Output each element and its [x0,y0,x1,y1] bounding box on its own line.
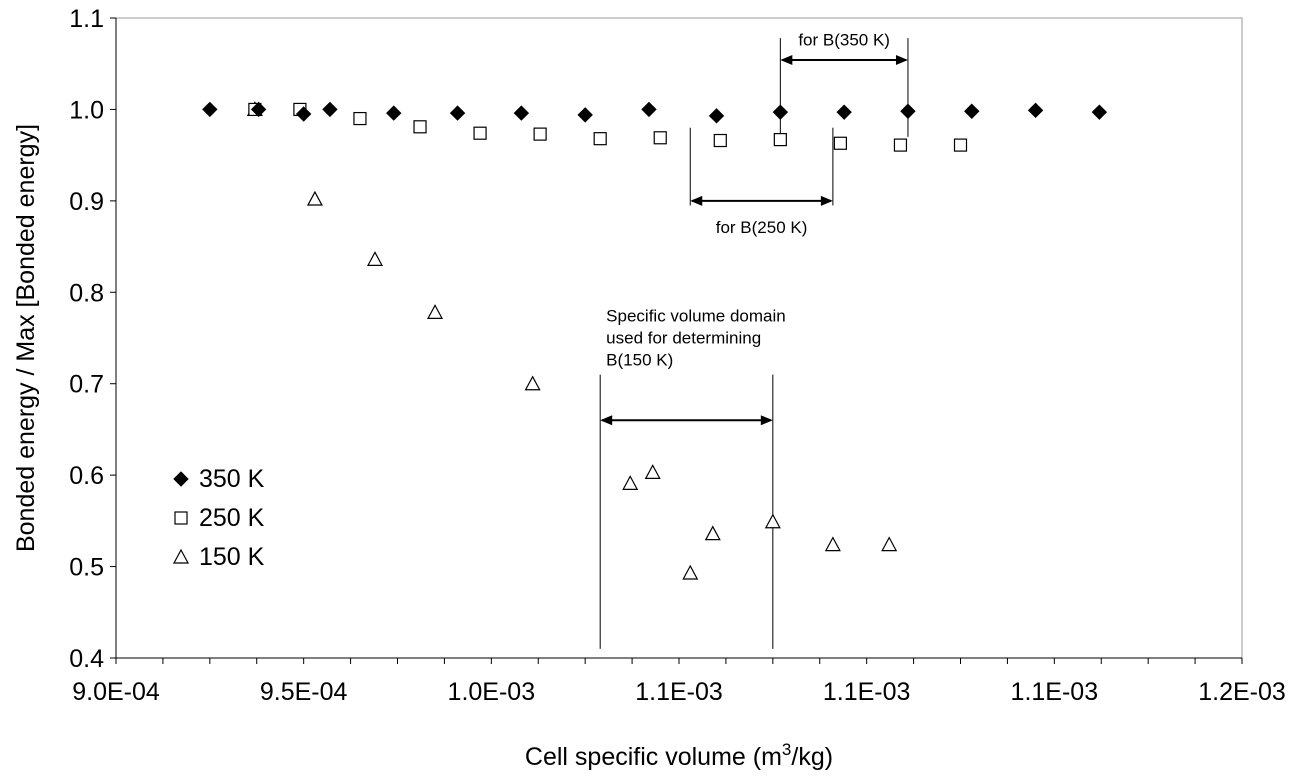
data-point [250,101,267,118]
y-axis-title: Bonded energy / Max [Bonded energy] [12,124,40,552]
data-point [513,105,530,121]
series-350-k [202,101,1108,124]
x-tick-label: 9.5E-04 [260,678,348,706]
data-point [772,104,789,120]
data-point [427,304,444,319]
data-point [953,138,968,152]
legend-item: 350 K [173,465,265,493]
legend-label: 350 K [199,465,265,493]
legend-label: 250 K [199,504,265,532]
data-point [295,106,312,122]
data-point [577,107,593,123]
annotation-arrow-head [820,195,833,206]
annotation-label: for B(350 K) [798,30,890,49]
data-point [1091,104,1108,120]
data-point [764,513,781,529]
y-tick-label: 0.7 [69,371,104,399]
legend-marker [173,471,189,487]
annotation-label: for B(250 K) [716,218,808,237]
data-point [773,133,787,147]
y-tick-label: 0.9 [69,188,104,216]
data-point [413,120,427,134]
legend-label: 150 K [199,543,265,571]
y-tick-label: 0.8 [69,279,104,307]
annotation-arrow-head [895,55,908,66]
annotation-arrow-head [780,55,793,66]
x-tick-label: 1.1E-03 [823,678,911,706]
data-point [593,132,607,146]
data-point [881,536,898,552]
data-point [353,111,367,126]
annotation-arrow-head [600,415,613,426]
data-point [366,251,383,266]
data-point [833,136,847,150]
data-point [900,103,916,119]
y-tick-label: 1.1 [69,5,104,33]
legend-marker [174,511,188,525]
data-point [682,564,699,580]
legend-item: 150 K [172,543,265,571]
y-tick-label: 0.6 [69,462,104,490]
data-point [708,108,725,124]
data-point [641,101,657,118]
data-point [704,525,721,541]
x-axis-title-main: Cell specific volume (m [525,743,782,771]
data-point [824,536,841,552]
data-point [836,104,852,120]
data-point [386,105,402,121]
x-tick-label: 1.1E-03 [635,678,723,706]
data-point [524,375,541,391]
data-point [306,190,323,206]
x-axis-title-end: /kg) [791,743,833,771]
annotation-arrow-head [760,415,773,426]
data-point [449,105,466,121]
x-axis-title: Cell specific volume (m3/kg) [525,740,833,771]
y-tick-label: 0.4 [69,645,104,673]
annotation-arrow-head [690,195,703,206]
data-point [533,127,547,141]
data-point [964,103,980,119]
data-point [622,475,639,490]
x-tick-label: 1.2E-03 [1198,678,1286,706]
legend: 350 K 250 K 150 K [172,465,265,571]
y-tick-label: 0.5 [69,554,104,582]
data-point [893,138,908,152]
annotation-label: used for determining [606,329,761,348]
data-point [644,464,661,479]
x-axis-title-superscript: 3 [782,740,791,759]
x-tick-label: 1.1E-03 [1011,678,1099,706]
annotation-label: Specific volume domain [606,307,786,326]
legend-marker [172,548,190,564]
data-point [202,101,218,118]
x-tick-label: 9.0E-04 [72,678,160,706]
x-tick-label: 1.0E-03 [448,678,536,706]
y-tick-label: 1.0 [69,96,104,124]
data-point [713,133,727,148]
series-markers [202,101,1108,580]
data-point [322,101,338,118]
plot-area [115,17,1243,659]
annotation-label: B(150 K) [606,351,673,370]
data-point [653,131,667,145]
data-point [473,126,487,140]
annotations: for B(350 K) for B(250 K) Specific volume … [599,30,909,649]
axes: 0.4 0.5 0.6 0.7 0.8 0.9 1.0 1.1 9.0E-04 9.5E-04 1.… [69,5,1286,706]
data-point [1027,102,1044,119]
legend-item: 250 K [174,504,265,532]
